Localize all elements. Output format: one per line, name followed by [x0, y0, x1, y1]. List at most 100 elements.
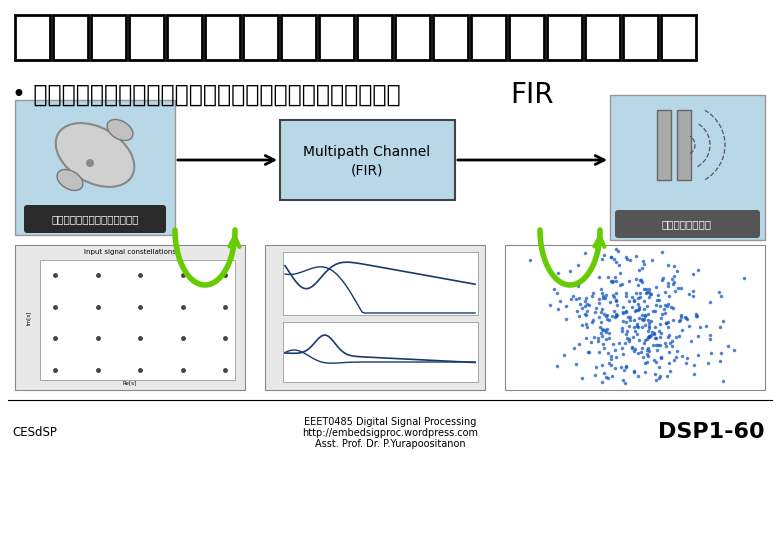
- Point: [607, 291, 619, 300]
- Point: [655, 353, 668, 362]
- Point: [597, 340, 609, 349]
- Point: [636, 315, 648, 323]
- Point: [622, 336, 635, 345]
- Point: [638, 315, 651, 323]
- Point: [601, 325, 614, 333]
- Text: (FIR): (FIR): [351, 163, 383, 177]
- Point: [558, 351, 571, 360]
- Point: [637, 260, 650, 269]
- Point: [581, 300, 594, 308]
- Point: [640, 302, 653, 310]
- Point: [654, 333, 666, 341]
- Bar: [265, 245, 485, 390]
- Point: [583, 300, 595, 309]
- Point: [688, 370, 700, 379]
- Point: [665, 274, 678, 283]
- Point: [647, 330, 660, 339]
- Point: [578, 249, 590, 258]
- Point: [653, 363, 665, 372]
- Point: [637, 256, 650, 265]
- Point: [606, 278, 619, 287]
- Point: [600, 312, 612, 320]
- Point: [661, 333, 674, 341]
- Point: [610, 301, 622, 309]
- Point: [640, 350, 653, 359]
- Point: [643, 287, 655, 296]
- Point: [714, 323, 726, 332]
- Point: [665, 302, 677, 311]
- Point: [650, 341, 662, 349]
- Point: [619, 292, 632, 301]
- Point: [573, 294, 585, 302]
- Point: [580, 311, 592, 320]
- Point: [629, 306, 642, 314]
- Bar: [357, 15, 392, 60]
- Point: [671, 347, 683, 355]
- Point: [631, 348, 644, 357]
- Point: [704, 330, 716, 339]
- Point: [615, 344, 628, 353]
- Bar: [623, 15, 658, 60]
- Point: [629, 327, 642, 335]
- Bar: [610, 95, 765, 240]
- Point: [613, 269, 626, 278]
- Point: [573, 340, 585, 349]
- Point: [683, 321, 696, 330]
- Point: [641, 287, 654, 296]
- Point: [636, 353, 649, 361]
- Ellipse shape: [107, 119, 133, 140]
- Point: [600, 373, 612, 382]
- Point: [661, 301, 673, 310]
- Point: [694, 322, 707, 331]
- Point: [573, 312, 585, 320]
- Point: [608, 307, 621, 315]
- Point: [644, 332, 657, 340]
- Point: [596, 378, 608, 387]
- Point: [619, 329, 632, 338]
- Point: [727, 346, 739, 354]
- Point: [634, 275, 647, 284]
- Point: [617, 317, 629, 326]
- Point: [601, 373, 614, 382]
- Point: [722, 341, 734, 350]
- Point: [608, 255, 620, 264]
- Point: [601, 348, 614, 357]
- Point: [661, 300, 674, 308]
- Point: [590, 363, 602, 372]
- Point: [619, 288, 632, 297]
- Point: [664, 366, 676, 375]
- Point: [594, 323, 606, 332]
- Point: [604, 355, 617, 364]
- Point: [606, 340, 619, 348]
- Point: [637, 297, 650, 306]
- Point: [608, 313, 621, 321]
- Point: [649, 333, 661, 342]
- Point: [596, 325, 608, 334]
- Point: [580, 293, 592, 302]
- Point: [601, 273, 614, 281]
- Point: [683, 290, 696, 299]
- Point: [636, 278, 648, 286]
- Point: [620, 307, 633, 316]
- Text: Asst. Prof. Dr. P.Yurapoositanon: Asst. Prof. Dr. P.Yurapoositanon: [314, 439, 466, 449]
- Point: [610, 289, 622, 298]
- Point: [661, 261, 674, 270]
- Point: [609, 297, 622, 306]
- Point: [603, 315, 615, 324]
- Point: [617, 303, 629, 312]
- Point: [670, 353, 682, 361]
- Point: [642, 333, 654, 342]
- Point: [702, 359, 714, 367]
- Point: [675, 310, 687, 319]
- Point: [655, 328, 668, 337]
- Point: [666, 341, 679, 350]
- Ellipse shape: [55, 123, 134, 187]
- Point: [628, 347, 640, 355]
- Bar: [91, 15, 126, 60]
- Point: [636, 344, 648, 353]
- Point: [663, 359, 675, 368]
- Point: [712, 288, 725, 296]
- Point: [663, 292, 675, 301]
- Point: [633, 336, 645, 345]
- Point: [616, 279, 629, 288]
